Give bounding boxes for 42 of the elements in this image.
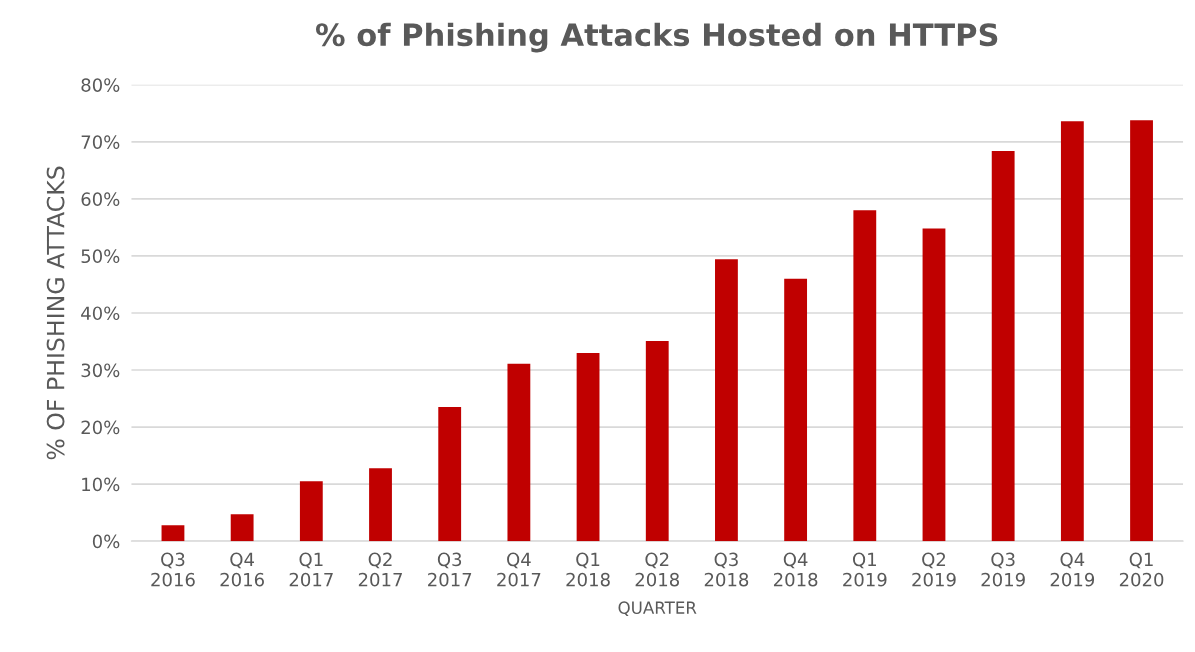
x-tick-label: Q3 2017 [428,552,472,587]
y-tick-label: 10% [82,477,120,492]
y-tick-label: 70% [81,135,120,149]
x-tick-label: Q4 2018 [773,552,818,587]
bar [369,468,392,542]
bar [784,278,808,542]
x-tick-label: Q2 2017 [358,552,402,587]
bar [230,514,254,542]
x-tick-label: Q2 2019 [912,552,956,587]
x-tick-label: Q4 2016 [220,552,264,587]
bar [645,340,669,542]
y-tick-label: 20% [81,420,120,435]
y-tick-label: 0% [92,534,120,549]
y-tick-label: 40% [81,306,120,321]
x-tick-label: Q1 2017 [289,552,333,587]
bar [715,259,738,542]
y-tick-label: 50% [81,249,120,264]
x-axis-title: QUARTER [618,601,697,616]
x-tick-label: Q1 2019 [843,552,887,587]
bar [299,481,323,542]
bar [507,363,531,542]
x-tick-label: Q4 2017 [497,552,541,587]
x-tick-label: Q1 2018 [566,552,610,587]
bar [161,525,185,542]
bar [991,150,1015,542]
y-tick-label: 60% [81,192,120,206]
bar [438,407,462,542]
x-tick-label: Q4 2019 [1050,552,1095,587]
y-tick-label: 80% [81,78,120,92]
bar [576,352,600,542]
y-axis-title: % OF PHISHING ATTACKS [46,166,65,460]
x-tick-label: Q1 2020 [1119,552,1164,587]
bar [853,210,877,542]
x-tick-label: Q3 2019 [981,552,1025,587]
bar [1060,121,1084,542]
bar [922,228,946,542]
bar [1130,120,1153,542]
y-tick-label: 30% [81,363,120,378]
x-tick-label: Q3 2016 [151,552,195,587]
x-tick-label: Q3 2018 [704,552,749,587]
chart-title: % of Phishing Attacks Hosted on HTTPS [315,22,998,53]
x-tick-label: Q2 2018 [635,552,679,587]
